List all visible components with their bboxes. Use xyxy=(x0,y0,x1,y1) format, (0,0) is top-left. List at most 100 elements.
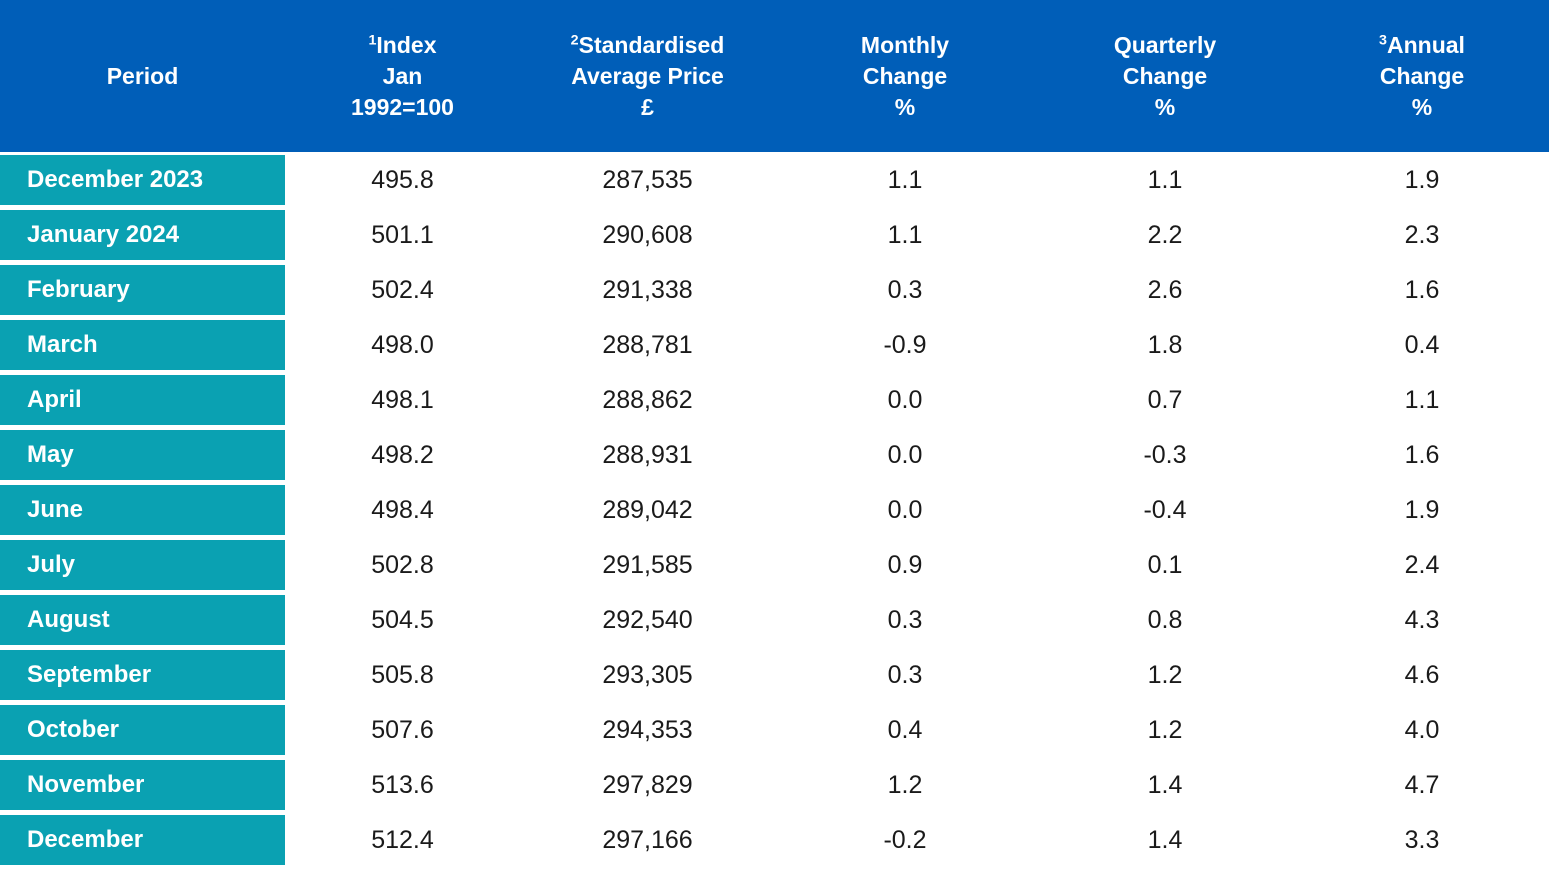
period-cell: December xyxy=(0,815,285,865)
table-header-row: Period 1Index Jan 1992=100 2Standardised… xyxy=(0,0,1549,152)
column-header-quarterly-change: Quarterly Change % xyxy=(1035,30,1295,123)
index-cell: 507.6 xyxy=(371,715,434,744)
average-price-cell: 297,166 xyxy=(602,825,693,854)
annual-change-cell: 1.9 xyxy=(1404,165,1440,194)
column-header-annual-change-label: Annual Change % xyxy=(1379,31,1465,120)
annual-change-cell: 2.3 xyxy=(1404,220,1440,249)
quarterly-change-cell: 0.8 xyxy=(1147,605,1183,634)
monthly-change-cell: 0.9 xyxy=(887,550,923,579)
index-cell: 498.4 xyxy=(371,495,434,524)
monthly-change-cell: 0.3 xyxy=(887,605,923,634)
index-cell: 498.1 xyxy=(371,385,434,414)
average-price-cell: 288,931 xyxy=(602,440,693,469)
annual-change-cell: 3.3 xyxy=(1404,825,1440,854)
period-cell: October xyxy=(0,705,285,755)
quarterly-change-cell: 0.7 xyxy=(1147,385,1183,414)
average-price-cell: 289,042 xyxy=(602,495,693,524)
footnote-marker-2: 2 xyxy=(570,31,579,48)
annual-change-cell: 4.3 xyxy=(1404,605,1440,634)
index-cell: 513.6 xyxy=(371,770,434,799)
table-row: July 502.8 291,585 0.9 0.1 2.4 xyxy=(0,540,1549,595)
period-cell: September xyxy=(0,650,285,700)
column-header-monthly-change: Monthly Change % xyxy=(775,30,1035,123)
annual-change-cell: 1.6 xyxy=(1404,275,1440,304)
period-cell: November xyxy=(0,760,285,810)
annual-change-cell: 0.4 xyxy=(1404,330,1440,359)
index-cell: 498.0 xyxy=(371,330,434,359)
monthly-change-cell: 0.3 xyxy=(887,275,923,304)
period-cell: May xyxy=(0,430,285,480)
column-header-index-label: Index Jan 1992=100 xyxy=(351,31,454,120)
table-row: February 502.4 291,338 0.3 2.6 1.6 xyxy=(0,265,1549,320)
average-price-cell: 290,608 xyxy=(602,220,693,249)
period-cell: December 2023 xyxy=(0,155,285,205)
quarterly-change-cell: 1.2 xyxy=(1147,660,1183,689)
monthly-change-cell: 1.2 xyxy=(887,770,923,799)
column-header-period-label: Period xyxy=(106,62,179,89)
footnote-marker-3: 3 xyxy=(1379,31,1387,48)
table-row: August 504.5 292,540 0.3 0.8 4.3 xyxy=(0,595,1549,650)
period-cell: August xyxy=(0,595,285,645)
table-row: May 498.2 288,931 0.0 -0.3 1.6 xyxy=(0,430,1549,485)
column-header-period: Period xyxy=(0,61,285,92)
average-price-cell: 293,305 xyxy=(602,660,693,689)
table-row: March 498.0 288,781 -0.9 1.8 0.4 xyxy=(0,320,1549,375)
table-row: April 498.1 288,862 0.0 0.7 1.1 xyxy=(0,375,1549,430)
column-header-quarterly-change-label: Quarterly Change % xyxy=(1113,31,1217,120)
column-header-average-price-label: Standardised Average Price £ xyxy=(571,31,725,120)
monthly-change-cell: -0.9 xyxy=(883,330,927,359)
quarterly-change-cell: -0.4 xyxy=(1143,495,1187,524)
monthly-change-cell: -0.2 xyxy=(883,825,927,854)
table-row: January 2024 501.1 290,608 1.1 2.2 2.3 xyxy=(0,210,1549,265)
table-row: December 2023 495.8 287,535 1.1 1.1 1.9 xyxy=(0,155,1549,210)
index-cell: 512.4 xyxy=(371,825,434,854)
quarterly-change-cell: 0.1 xyxy=(1147,550,1183,579)
annual-change-cell: 1.9 xyxy=(1404,495,1440,524)
period-cell: March xyxy=(0,320,285,370)
footnote-marker-1: 1 xyxy=(368,31,377,48)
index-cell: 501.1 xyxy=(371,220,434,249)
annual-change-cell: 1.6 xyxy=(1404,440,1440,469)
table-row: November 513.6 297,829 1.2 1.4 4.7 xyxy=(0,760,1549,815)
table-row: December 512.4 297,166 -0.2 1.4 3.3 xyxy=(0,815,1549,870)
monthly-change-cell: 0.0 xyxy=(887,440,923,469)
average-price-cell: 291,338 xyxy=(602,275,693,304)
average-price-cell: 294,353 xyxy=(602,715,693,744)
annual-change-cell: 4.6 xyxy=(1404,660,1440,689)
period-cell: January 2024 xyxy=(0,210,285,260)
index-cell: 505.8 xyxy=(371,660,434,689)
monthly-change-cell: 0.0 xyxy=(887,495,923,524)
quarterly-change-cell: 1.4 xyxy=(1147,770,1183,799)
column-header-average-price: 2Standardised Average Price £ xyxy=(520,30,775,123)
period-cell: June xyxy=(0,485,285,535)
average-price-cell: 292,540 xyxy=(602,605,693,634)
average-price-cell: 297,829 xyxy=(602,770,693,799)
index-cell: 502.4 xyxy=(371,275,434,304)
annual-change-cell: 4.0 xyxy=(1404,715,1440,744)
quarterly-change-cell: 1.1 xyxy=(1147,165,1183,194)
monthly-change-cell: 0.0 xyxy=(887,385,923,414)
monthly-change-cell: 1.1 xyxy=(887,165,923,194)
table-row: October 507.6 294,353 0.4 1.2 4.0 xyxy=(0,705,1549,760)
annual-change-cell: 4.7 xyxy=(1404,770,1440,799)
table-row: June 498.4 289,042 0.0 -0.4 1.9 xyxy=(0,485,1549,540)
period-cell: February xyxy=(0,265,285,315)
monthly-change-cell: 0.3 xyxy=(887,660,923,689)
quarterly-change-cell: 1.2 xyxy=(1147,715,1183,744)
index-cell: 495.8 xyxy=(371,165,434,194)
index-cell: 502.8 xyxy=(371,550,434,579)
monthly-change-cell: 1.1 xyxy=(887,220,923,249)
average-price-cell: 288,862 xyxy=(602,385,693,414)
monthly-change-cell: 0.4 xyxy=(887,715,923,744)
table-row: September 505.8 293,305 0.3 1.2 4.6 xyxy=(0,650,1549,705)
quarterly-change-cell: 1.4 xyxy=(1147,825,1183,854)
period-cell: July xyxy=(0,540,285,590)
table-body: December 2023 495.8 287,535 1.1 1.1 1.9 … xyxy=(0,152,1549,870)
quarterly-change-cell: 2.6 xyxy=(1147,275,1183,304)
average-price-cell: 288,781 xyxy=(602,330,693,359)
index-cell: 504.5 xyxy=(371,605,434,634)
quarterly-change-cell: -0.3 xyxy=(1143,440,1187,469)
index-cell: 498.2 xyxy=(371,440,434,469)
quarterly-change-cell: 2.2 xyxy=(1147,220,1183,249)
